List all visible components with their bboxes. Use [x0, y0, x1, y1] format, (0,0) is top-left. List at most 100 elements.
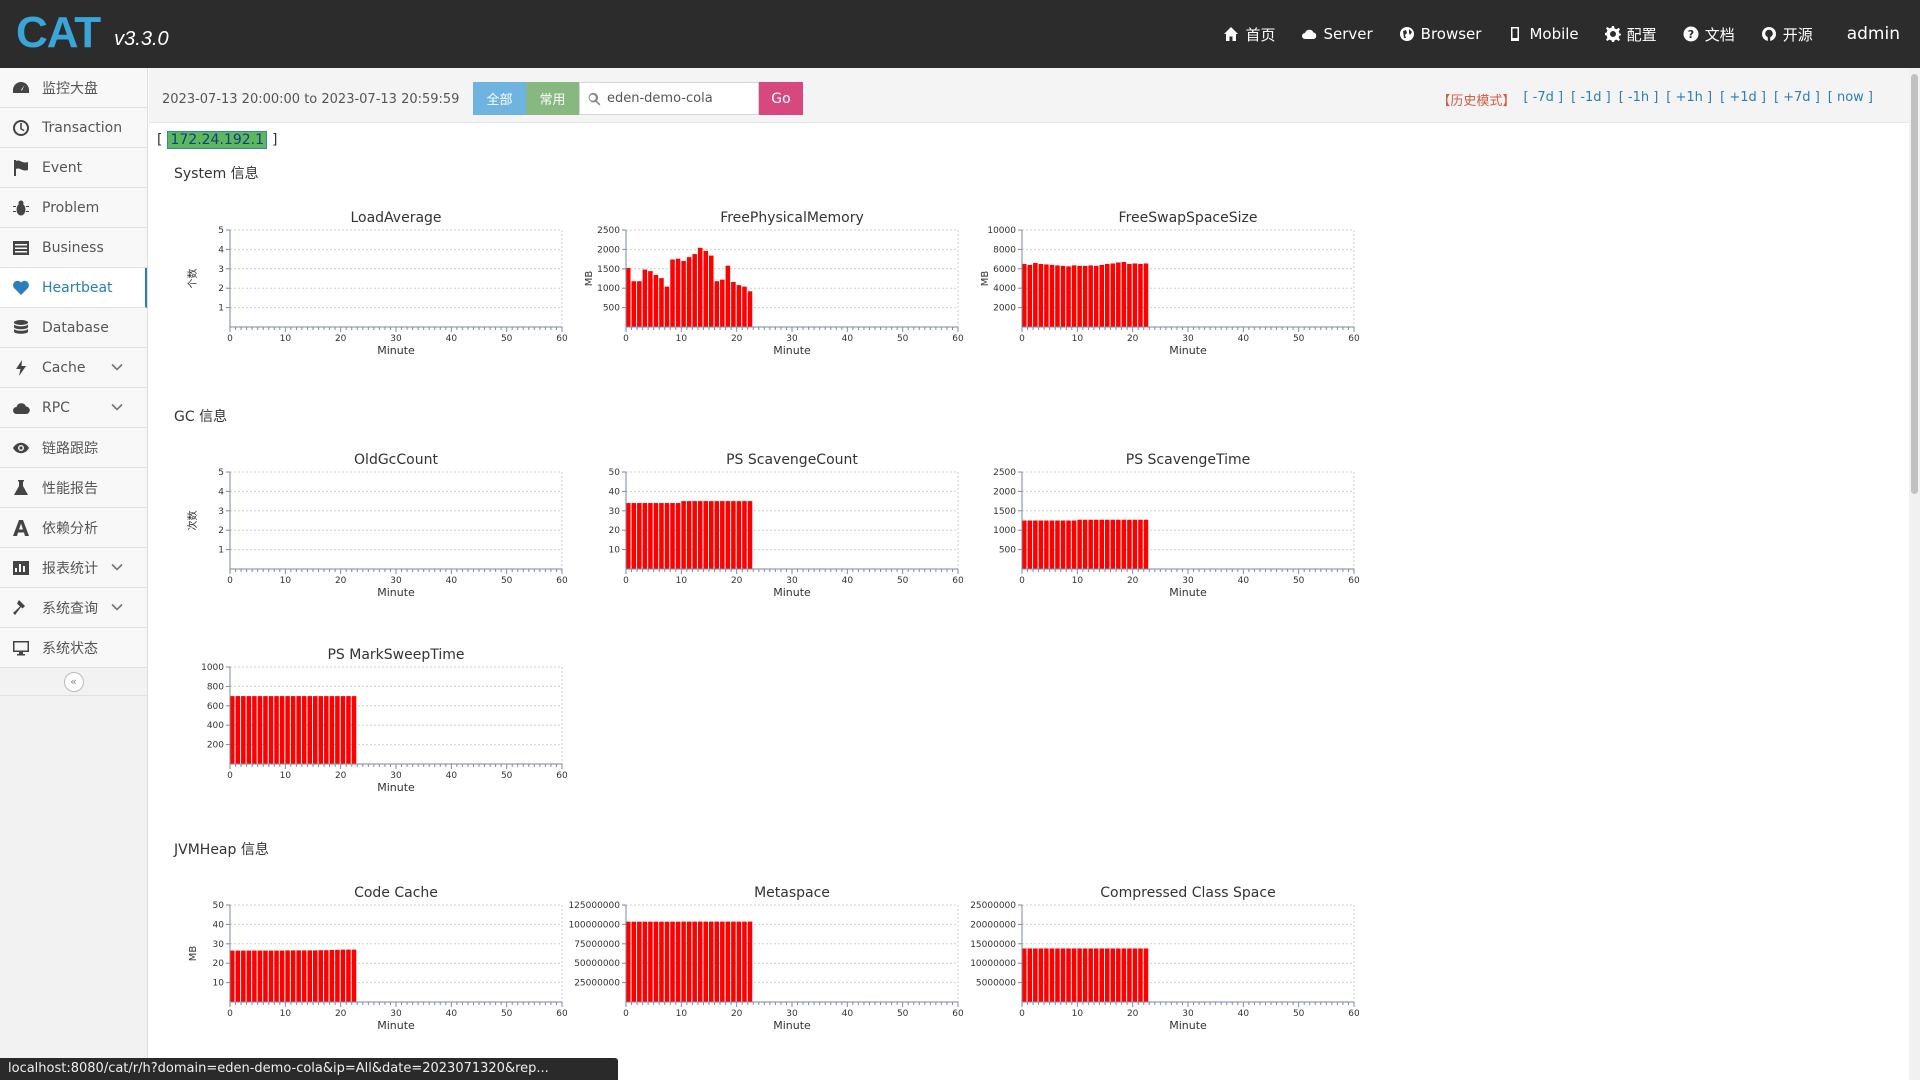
bar — [1060, 520, 1066, 569]
time-link-plus-1h[interactable]: [ +1h ] — [1666, 90, 1713, 105]
nav-config-label: 配置 — [1626, 25, 1657, 44]
sidebar-item-performance[interactable]: 性能报告 — [0, 468, 147, 508]
bar — [351, 949, 357, 1002]
y-tick-label: 2000 — [993, 487, 1016, 497]
sidebar-item-system-status[interactable]: 系统状态 — [0, 628, 147, 668]
sidebar-item-business[interactable]: Business — [0, 228, 147, 268]
username: admin — [1846, 24, 1900, 44]
top-nav: 首页 Server Browser Mobile 配置 ? 文档 开源 admi… — [1223, 0, 1900, 68]
time-link-minus-1h[interactable]: [ -1h ] — [1618, 90, 1659, 105]
clock-icon — [13, 119, 29, 136]
bar — [257, 950, 263, 1002]
bar — [653, 275, 659, 327]
sidebar-item-label: 依赖分析 — [42, 520, 98, 537]
y-axis-label: MB — [584, 271, 595, 287]
nav-config[interactable]: 配置 — [1604, 24, 1657, 45]
sidebar-item-cache[interactable]: Cache — [0, 348, 147, 388]
bar — [697, 921, 703, 1002]
time-link-plus-1d[interactable]: [ +1d ] — [1720, 90, 1766, 105]
sidebar-item-reports[interactable]: 报表统计 — [0, 548, 147, 588]
time-link-now[interactable]: [ now ] — [1827, 90, 1873, 105]
cat-logo[interactable]: CAT v3.3.0 — [16, 8, 169, 57]
chart-title: Code Cache — [354, 885, 438, 901]
bar — [747, 921, 753, 1002]
y-tick-label: 4 — [218, 245, 224, 255]
chart-compressed-class-space: Compressed Class Space 5000000 10000000 150… — [970, 883, 1360, 1058]
sidebar-item-dependency[interactable]: 依赖分析 — [0, 508, 147, 548]
x-tick-label: 60 — [556, 771, 568, 781]
x-tick-label: 60 — [556, 576, 568, 586]
page-scrollbar[interactable] — [1909, 68, 1920, 1080]
x-tick-label: 50 — [501, 334, 513, 344]
x-tick-label: 30 — [786, 1009, 798, 1019]
sidebar-item-system-query[interactable]: 系统查询 — [0, 588, 147, 628]
bar — [1082, 948, 1088, 1002]
bar — [692, 921, 697, 1002]
y-tick-label: 30 — [609, 507, 621, 517]
chart-ps-marksweep-time: PS MarkSweepTime 200 400 600 800 1000 0 10 20 30 4… — [182, 645, 568, 820]
nav-browser[interactable]: Browser — [1399, 25, 1481, 43]
cloud-icon — [1302, 29, 1317, 39]
bar — [1055, 265, 1060, 327]
scrollbar-thumb[interactable] — [1911, 74, 1918, 494]
sidebar-item-event[interactable]: Event — [0, 148, 147, 188]
search-input[interactable] — [607, 91, 747, 106]
sidebar-item-dashboard[interactable]: 监控大盘 — [0, 68, 147, 108]
nav-home[interactable]: 首页 — [1223, 24, 1275, 45]
x-tick-label: 50 — [501, 576, 513, 586]
ip-link[interactable]: 172.24.192.1 — [167, 131, 267, 149]
sidebar-item-heartbeat[interactable]: Heartbeat — [0, 268, 147, 308]
bar — [1121, 948, 1127, 1002]
bar — [346, 696, 351, 764]
monitor-icon — [13, 640, 29, 655]
sidebar-item-database[interactable]: Database — [0, 308, 147, 348]
cloud-icon — [13, 402, 30, 414]
bar — [335, 949, 340, 1002]
sidebar-item-problem[interactable]: Problem — [0, 188, 147, 228]
bar — [329, 950, 335, 1002]
nav-docs[interactable]: ? 文档 — [1683, 24, 1735, 45]
y-tick-label: 125000000 — [568, 901, 620, 911]
go-button[interactable]: Go — [759, 82, 803, 115]
x-tick-label: 0 — [1019, 1009, 1025, 1019]
x-tick-label: 60 — [556, 1009, 568, 1019]
nav-server[interactable]: Server — [1301, 25, 1373, 43]
x-tick-label: 30 — [390, 1009, 402, 1019]
hammer-icon — [13, 599, 25, 615]
top-navbar: CAT v3.3.0 首页 Server Browser Mobile 配置 ?… — [0, 0, 1920, 68]
bar — [290, 696, 296, 764]
bar — [301, 950, 307, 1002]
x-tick-label: 0 — [623, 334, 629, 344]
time-link-plus-7d[interactable]: [ +7d ] — [1773, 90, 1820, 105]
collapse-icon[interactable]: « — [63, 671, 84, 692]
x-tick-label: 40 — [446, 334, 458, 344]
y-tick-label: 2000 — [993, 304, 1016, 314]
chevron-down-icon — [111, 363, 123, 371]
user-menu[interactable]: admin — [1847, 24, 1900, 44]
sidebar-item-trace[interactable]: 链路跟踪 — [0, 428, 147, 468]
nav-mobile[interactable]: Mobile — [1507, 25, 1579, 43]
y-tick-label: 20000000 — [970, 920, 1016, 930]
filter-all-button[interactable]: 全部 — [473, 82, 526, 115]
nav-opensource[interactable]: 开源 — [1761, 24, 1813, 45]
time-link-minus-7d[interactable]: [ -7d ] — [1523, 90, 1564, 105]
time-link-minus-1d[interactable]: [ -1d ] — [1571, 90, 1611, 105]
x-axis-label: Minute — [773, 1019, 811, 1032]
sidebar-item-rpc[interactable]: RPC — [0, 388, 147, 428]
sidebar-item-transaction[interactable]: Transaction — [0, 108, 147, 148]
bar — [318, 696, 324, 764]
y-tick-label: 50000000 — [574, 959, 620, 969]
chart-free-swap-space: FreeSwapSpaceSize 2000 4000 6000 8000 10000 0 1… — [974, 208, 1360, 383]
bar — [1055, 520, 1060, 569]
gear-icon — [1604, 26, 1621, 42]
bar — [747, 291, 753, 327]
y-tick-label: 40 — [609, 487, 621, 497]
bar — [631, 281, 637, 327]
ip-selector: [172.24.192.1] — [157, 131, 277, 149]
bar — [1055, 948, 1060, 1002]
y-tick-label: 5 — [218, 226, 224, 236]
bar — [241, 950, 246, 1002]
y-tick-label: 5000000 — [976, 979, 1016, 989]
bar — [230, 950, 235, 1002]
filter-common-button[interactable]: 常用 — [526, 82, 579, 115]
